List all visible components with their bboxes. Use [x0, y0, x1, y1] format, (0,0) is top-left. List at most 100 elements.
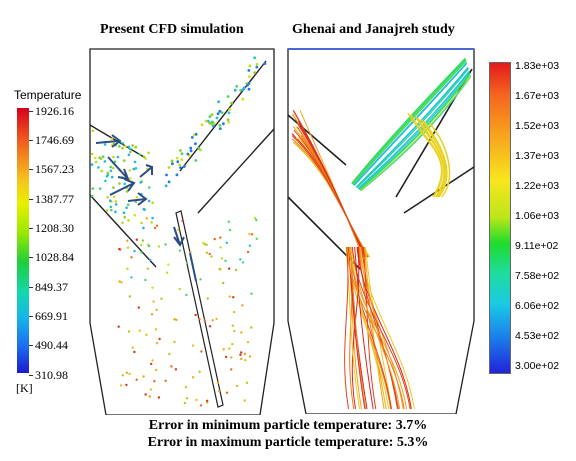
particle: [175, 173, 179, 177]
particle: [167, 166, 171, 169]
particle: [224, 259, 227, 263]
particle: [157, 245, 161, 248]
particle: [150, 221, 153, 224]
particle: [239, 258, 242, 261]
particle: [131, 144, 134, 147]
particle: [128, 177, 132, 180]
particle: [181, 219, 184, 222]
particle: [106, 196, 109, 199]
streamline: [351, 58, 467, 185]
particle: [102, 155, 105, 158]
particle: [199, 278, 202, 281]
left-tick: 310.98: [29, 368, 68, 382]
particle: [125, 371, 129, 374]
particle: [191, 344, 195, 347]
particle: [153, 226, 157, 230]
particle: [253, 56, 257, 60]
particle: [197, 147, 201, 150]
particle: [206, 401, 209, 404]
particle: [128, 372, 131, 376]
particle: [165, 173, 168, 177]
right-tick: 4.53e+02: [515, 330, 560, 342]
streamline: [357, 70, 470, 190]
particle: [227, 120, 231, 124]
particle: [135, 238, 138, 241]
cfd-simulation-panel: [89, 48, 275, 415]
particle: [198, 317, 201, 321]
particle: [158, 337, 161, 341]
particle: [100, 169, 103, 173]
particle: [151, 201, 154, 204]
streamlines: [291, 57, 472, 410]
particle: [133, 350, 136, 354]
particle: [220, 257, 224, 260]
particle: [109, 165, 112, 169]
particle: [145, 333, 148, 336]
particle: [135, 378, 138, 381]
particle: [241, 261, 245, 264]
particle: [165, 271, 169, 274]
particle: [244, 358, 247, 362]
particle: [173, 340, 176, 344]
particle: [99, 157, 103, 160]
particle: [118, 145, 121, 148]
particle: [203, 319, 206, 322]
particle: [122, 159, 126, 162]
particle: [110, 137, 114, 141]
streamline: [407, 112, 442, 198]
right-colorbar: [489, 62, 511, 374]
particle: [216, 381, 220, 384]
right-tick: 1.06e+03: [515, 210, 560, 222]
particle: [210, 255, 213, 258]
particle: [250, 292, 253, 295]
streamline: [360, 246, 415, 410]
particle: [189, 149, 193, 153]
left-tick: 1746.69: [29, 133, 74, 147]
right-tick: 1.37e+03: [515, 150, 560, 162]
particle: [109, 199, 112, 202]
particle: [211, 124, 215, 128]
particle: [248, 64, 252, 68]
particle: [222, 348, 225, 351]
streamline: [421, 119, 447, 198]
particle: [119, 384, 123, 387]
particle: [147, 151, 150, 155]
particle: [127, 330, 131, 333]
particle: [255, 65, 259, 69]
min-temperature-error: Error in minimum particle temperature: 3…: [148, 418, 428, 433]
particle: [126, 246, 130, 249]
particle: [246, 341, 250, 344]
streamline: [351, 246, 360, 410]
particle: [263, 62, 267, 65]
particle: [91, 187, 95, 190]
particle: [219, 246, 222, 249]
particle: [110, 208, 113, 212]
particle: [246, 250, 250, 254]
particle: [218, 123, 222, 127]
particle: [218, 127, 222, 130]
particle: [142, 207, 146, 211]
particle: [114, 210, 117, 214]
particle: [233, 88, 237, 92]
particle: [157, 396, 161, 399]
particle: [153, 380, 156, 383]
particle: [133, 213, 137, 217]
particle: [121, 221, 124, 224]
particle: [126, 203, 130, 206]
left-panel-title: Present CFD simulation: [100, 22, 244, 37]
particle: [142, 155, 146, 159]
streamline: [364, 246, 385, 410]
particle: [255, 237, 258, 240]
particle: [217, 389, 221, 393]
particle: [111, 166, 115, 170]
particle: [118, 182, 121, 185]
particle: [121, 146, 124, 150]
particle: [245, 381, 249, 384]
particle: [178, 249, 182, 252]
particle: [230, 356, 233, 359]
streamline: [362, 246, 377, 410]
particle: [127, 219, 130, 222]
right-tick: 1.83e+03: [515, 60, 560, 72]
streamline: [356, 68, 470, 189]
particle: [124, 144, 127, 148]
